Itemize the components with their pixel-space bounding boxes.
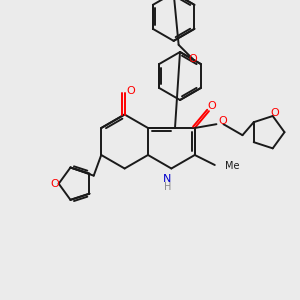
Text: O: O [208,101,216,111]
Text: N: N [163,173,172,184]
Text: O: O [50,179,59,189]
Text: Me: Me [225,161,239,171]
Text: O: O [270,108,279,118]
Text: O: O [126,86,135,97]
Text: H: H [164,182,171,193]
Text: O: O [218,116,227,126]
Text: O: O [188,54,197,64]
